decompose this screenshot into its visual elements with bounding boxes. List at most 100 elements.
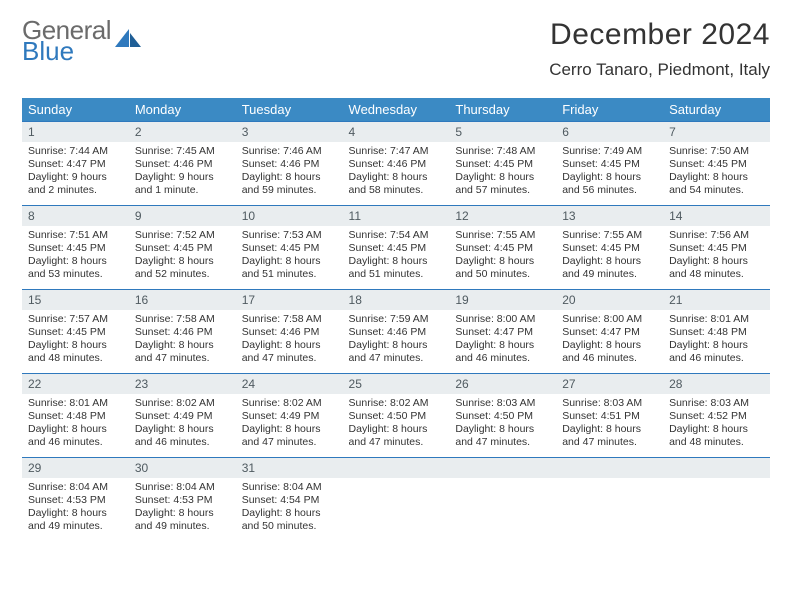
day-sunrise: Sunrise: 8:02 AM	[349, 397, 444, 410]
day-day1: Daylight: 8 hours	[669, 339, 764, 352]
day-wrapper: 25Sunrise: 8:02 AMSunset: 4:50 PMDayligh…	[343, 373, 450, 457]
day-day1: Daylight: 8 hours	[28, 339, 123, 352]
day-number: 23	[129, 373, 236, 394]
day-of-week-header: Wednesday	[343, 98, 450, 121]
calendar-cell: 7Sunrise: 7:50 AMSunset: 4:45 PMDaylight…	[663, 121, 770, 205]
day-day2: and 56 minutes.	[562, 184, 657, 197]
day-number: 17	[236, 289, 343, 310]
page-subtitle: Cerro Tanaro, Piedmont, Italy	[549, 60, 770, 80]
day-day1: Daylight: 8 hours	[669, 255, 764, 268]
day-day1: Daylight: 8 hours	[455, 255, 550, 268]
day-sunrise: Sunrise: 8:01 AM	[28, 397, 123, 410]
day-sunrise: Sunrise: 8:02 AM	[135, 397, 230, 410]
day-number: 10	[236, 205, 343, 226]
day-day2: and 48 minutes.	[669, 436, 764, 449]
day-sunset: Sunset: 4:48 PM	[28, 410, 123, 423]
day-day2: and 1 minute.	[135, 184, 230, 197]
day-details: Sunrise: 7:44 AMSunset: 4:47 PMDaylight:…	[22, 142, 129, 202]
day-day1: Daylight: 8 hours	[28, 423, 123, 436]
day-sunrise: Sunrise: 7:54 AM	[349, 229, 444, 242]
page-title: December 2024	[549, 18, 770, 52]
calendar-cell: 5Sunrise: 7:48 AMSunset: 4:45 PMDaylight…	[449, 121, 556, 205]
day-day2: and 46 minutes.	[135, 436, 230, 449]
day-number: 3	[236, 121, 343, 142]
day-sunrise: Sunrise: 7:58 AM	[242, 313, 337, 326]
day-details: Sunrise: 8:01 AMSunset: 4:48 PMDaylight:…	[22, 394, 129, 454]
calendar-cell: 28Sunrise: 8:03 AMSunset: 4:52 PMDayligh…	[663, 373, 770, 457]
logo-sail-icon	[115, 27, 143, 55]
day-wrapper: 8Sunrise: 7:51 AMSunset: 4:45 PMDaylight…	[22, 205, 129, 289]
calendar-cell: 27Sunrise: 8:03 AMSunset: 4:51 PMDayligh…	[556, 373, 663, 457]
day-day1: Daylight: 8 hours	[562, 171, 657, 184]
day-details: Sunrise: 8:04 AMSunset: 4:53 PMDaylight:…	[129, 478, 236, 538]
day-number: 31	[236, 457, 343, 478]
day-day1: Daylight: 8 hours	[669, 171, 764, 184]
day-details: Sunrise: 7:47 AMSunset: 4:46 PMDaylight:…	[343, 142, 450, 202]
calendar-cell: 21Sunrise: 8:01 AMSunset: 4:48 PMDayligh…	[663, 289, 770, 373]
day-wrapper: 16Sunrise: 7:58 AMSunset: 4:46 PMDayligh…	[129, 289, 236, 373]
day-details: Sunrise: 7:49 AMSunset: 4:45 PMDaylight:…	[556, 142, 663, 202]
day-wrapper: 21Sunrise: 8:01 AMSunset: 4:48 PMDayligh…	[663, 289, 770, 373]
day-sunrise: Sunrise: 7:45 AM	[135, 145, 230, 158]
day-day2: and 46 minutes.	[28, 436, 123, 449]
day-number: 21	[663, 289, 770, 310]
day-sunrise: Sunrise: 7:58 AM	[135, 313, 230, 326]
day-day2: and 50 minutes.	[242, 520, 337, 533]
day-day1: Daylight: 8 hours	[242, 171, 337, 184]
day-wrapper: 17Sunrise: 7:58 AMSunset: 4:46 PMDayligh…	[236, 289, 343, 373]
logo-text-block: General Blue	[22, 18, 111, 63]
day-details: Sunrise: 7:55 AMSunset: 4:45 PMDaylight:…	[556, 226, 663, 286]
day-day1: Daylight: 8 hours	[562, 423, 657, 436]
day-wrapper: 28Sunrise: 8:03 AMSunset: 4:52 PMDayligh…	[663, 373, 770, 457]
day-sunrise: Sunrise: 7:49 AM	[562, 145, 657, 158]
day-sunset: Sunset: 4:45 PM	[28, 242, 123, 255]
day-day1: Daylight: 8 hours	[135, 255, 230, 268]
day-day2: and 54 minutes.	[669, 184, 764, 197]
calendar-cell: 4Sunrise: 7:47 AMSunset: 4:46 PMDaylight…	[343, 121, 450, 205]
day-wrapper: 12Sunrise: 7:55 AMSunset: 4:45 PMDayligh…	[449, 205, 556, 289]
day-of-week-header: Sunday	[22, 98, 129, 121]
day-wrapper: 27Sunrise: 8:03 AMSunset: 4:51 PMDayligh…	[556, 373, 663, 457]
calendar-table: SundayMondayTuesdayWednesdayThursdayFrid…	[22, 98, 770, 541]
day-number: 27	[556, 373, 663, 394]
calendar-cell: 10Sunrise: 7:53 AMSunset: 4:45 PMDayligh…	[236, 205, 343, 289]
day-day2: and 47 minutes.	[135, 352, 230, 365]
calendar-cell: 9Sunrise: 7:52 AMSunset: 4:45 PMDaylight…	[129, 205, 236, 289]
day-wrapper: 9Sunrise: 7:52 AMSunset: 4:45 PMDaylight…	[129, 205, 236, 289]
day-wrapper: 15Sunrise: 7:57 AMSunset: 4:45 PMDayligh…	[22, 289, 129, 373]
day-of-week-header: Monday	[129, 98, 236, 121]
calendar-cell: 6Sunrise: 7:49 AMSunset: 4:45 PMDaylight…	[556, 121, 663, 205]
day-wrapper: 14Sunrise: 7:56 AMSunset: 4:45 PMDayligh…	[663, 205, 770, 289]
day-wrapper: 13Sunrise: 7:55 AMSunset: 4:45 PMDayligh…	[556, 205, 663, 289]
day-sunrise: Sunrise: 7:53 AM	[242, 229, 337, 242]
day-wrapper: 5Sunrise: 7:48 AMSunset: 4:45 PMDaylight…	[449, 121, 556, 205]
day-day2: and 49 minutes.	[28, 520, 123, 533]
day-sunset: Sunset: 4:45 PM	[455, 158, 550, 171]
day-wrapper: 19Sunrise: 8:00 AMSunset: 4:47 PMDayligh…	[449, 289, 556, 373]
calendar-header: SundayMondayTuesdayWednesdayThursdayFrid…	[22, 98, 770, 121]
day-of-week-header: Saturday	[663, 98, 770, 121]
day-sunset: Sunset: 4:45 PM	[242, 242, 337, 255]
day-day1: Daylight: 8 hours	[455, 423, 550, 436]
day-wrapper: 2Sunrise: 7:45 AMSunset: 4:46 PMDaylight…	[129, 121, 236, 205]
day-sunset: Sunset: 4:46 PM	[135, 326, 230, 339]
calendar-cell: 29Sunrise: 8:04 AMSunset: 4:53 PMDayligh…	[22, 457, 129, 541]
day-wrapper: 10Sunrise: 7:53 AMSunset: 4:45 PMDayligh…	[236, 205, 343, 289]
day-sunset: Sunset: 4:46 PM	[349, 326, 444, 339]
logo: General Blue	[22, 18, 143, 63]
day-sunset: Sunset: 4:45 PM	[349, 242, 444, 255]
day-number: 9	[129, 205, 236, 226]
calendar-cell: 16Sunrise: 7:58 AMSunset: 4:46 PMDayligh…	[129, 289, 236, 373]
day-number: 19	[449, 289, 556, 310]
calendar-cell: 12Sunrise: 7:55 AMSunset: 4:45 PMDayligh…	[449, 205, 556, 289]
day-details: Sunrise: 8:02 AMSunset: 4:49 PMDaylight:…	[236, 394, 343, 454]
day-sunset: Sunset: 4:53 PM	[28, 494, 123, 507]
day-wrapper: 6Sunrise: 7:49 AMSunset: 4:45 PMDaylight…	[556, 121, 663, 205]
day-day1: Daylight: 8 hours	[349, 171, 444, 184]
day-sunset: Sunset: 4:47 PM	[28, 158, 123, 171]
calendar-cell: 18Sunrise: 7:59 AMSunset: 4:46 PMDayligh…	[343, 289, 450, 373]
day-day1: Daylight: 8 hours	[669, 423, 764, 436]
calendar-cell-empty	[449, 457, 556, 541]
day-number: 5	[449, 121, 556, 142]
day-sunset: Sunset: 4:49 PM	[242, 410, 337, 423]
